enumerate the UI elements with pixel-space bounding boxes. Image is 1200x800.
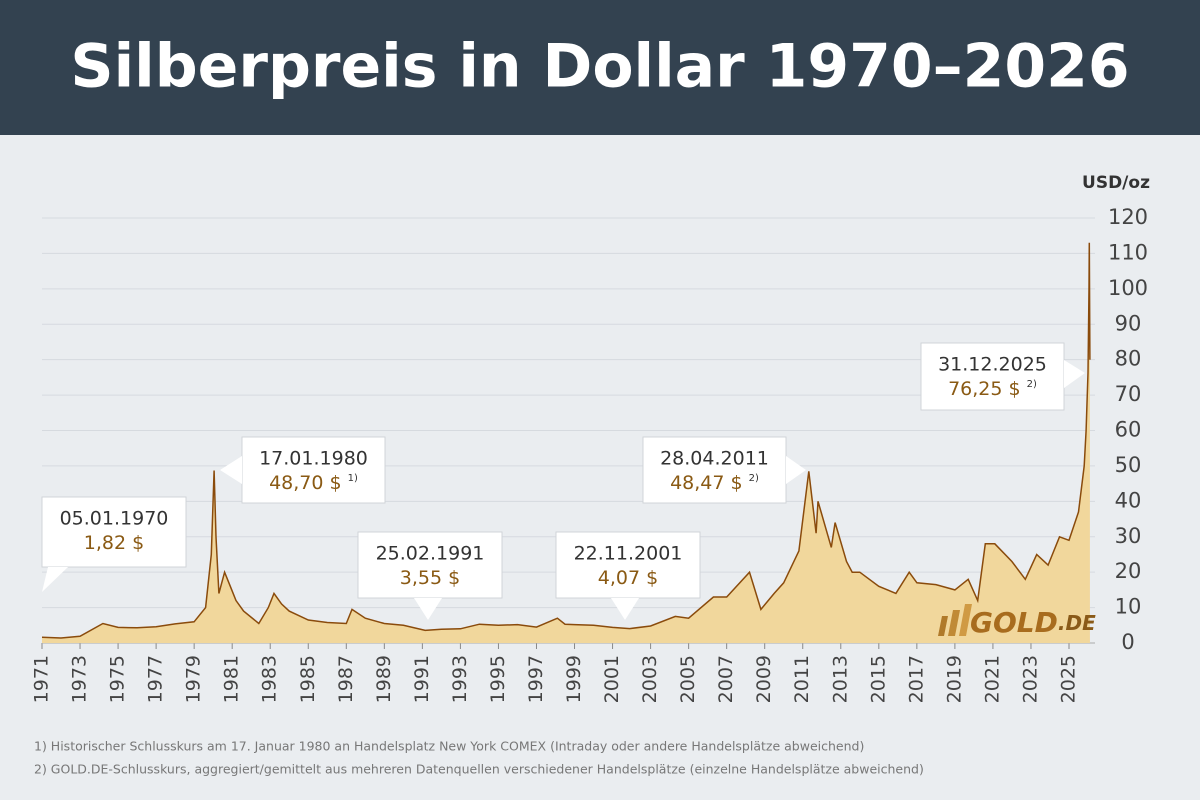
x-tick-label: 1981 [221, 655, 243, 703]
logo: GOLD.DE [938, 604, 1096, 639]
annotation-box [241, 436, 386, 504]
x-tick-label: 2003 [639, 655, 661, 703]
x-tick-label: 2019 [943, 655, 965, 703]
price-line [41, 242, 1091, 639]
x-tick-label: 1977 [145, 655, 167, 703]
annotation-price: 48,70 $ 1) [269, 472, 358, 494]
unit-label: USD/oz [1082, 173, 1150, 193]
y-tick-label: 20 [1115, 559, 1142, 583]
x-tick-label: 2017 [905, 655, 927, 703]
y-tick-label: 40 [1115, 488, 1142, 512]
x-tick-label: 1975 [107, 655, 129, 703]
x-tick-label: 2009 [753, 655, 775, 703]
y-tick-label: 120 [1108, 205, 1148, 229]
y-tick-label: 10 [1115, 595, 1142, 619]
x-tick-label: 2013 [829, 655, 851, 703]
x-tick-label: 1989 [373, 655, 395, 703]
plot: 0 10 20 30 40 50 60 70 80 90 100 110 120 1971 1973 1975… [31, 205, 1149, 703]
annotation-date: 25.02.1991 [376, 543, 485, 565]
annotation-pointer [220, 456, 242, 484]
x-tick-label: 2011 [791, 655, 813, 703]
x-tick-label: 2001 [601, 655, 623, 703]
annotation-price-value: 1,82 $ [84, 532, 144, 554]
x-tick-label: 1995 [487, 655, 509, 703]
annotation-price: 76,25 $ 2) [948, 378, 1037, 400]
annotation-note: 2) [749, 473, 759, 484]
annotation-box [920, 342, 1065, 411]
chart-title: Silberpreis in Dollar 1970–2026 [70, 32, 1129, 102]
x-tick-label: 2015 [867, 655, 889, 703]
annotation-price-value: 48,70 $ [269, 472, 342, 494]
x-tick-label: 1979 [183, 655, 205, 703]
annotation-pointer [414, 598, 442, 620]
y-tick-label: 100 [1108, 276, 1148, 300]
annotation-price: 3,55 $ [400, 567, 460, 589]
annotation-pointer [786, 456, 806, 484]
logo-bar [959, 604, 972, 636]
annotation-box [555, 531, 701, 599]
y-tick-label: 70 [1115, 382, 1142, 406]
logo-bar [948, 610, 960, 636]
y-tick-label: 0 [1121, 630, 1134, 654]
area [42, 242, 1090, 644]
x-tick-label: 1983 [259, 655, 281, 703]
x-tick-label: 1991 [411, 655, 433, 703]
y-tick-label: 50 [1115, 453, 1142, 477]
logo-text: GOLD.DE [970, 606, 1096, 639]
logo-bar [938, 616, 948, 636]
title-bar [0, 0, 1200, 135]
annotation-pointer [1064, 360, 1085, 388]
annotation-note: 1) [348, 473, 358, 484]
annotation-box [357, 531, 503, 599]
annotation-date: 17.01.1980 [259, 448, 368, 470]
x-tick-label: 2021 [981, 655, 1003, 703]
annotation-date: 05.01.1970 [60, 508, 169, 530]
annotation-date: 31.12.2025 [938, 354, 1047, 376]
annotation-box [41, 496, 187, 568]
x-tick-label: 1985 [297, 655, 319, 703]
annotation-date: 22.11.2001 [574, 543, 683, 565]
x-tick-label: 1997 [525, 655, 547, 703]
y-tick-label: 60 [1115, 418, 1142, 442]
annotation-box [642, 436, 787, 504]
x-tick-label: 1993 [449, 655, 471, 703]
x-tick-label: 1999 [563, 655, 585, 703]
annotation-price-value: 48,47 $ [670, 472, 743, 494]
annotation-price-value: 76,25 $ [948, 378, 1021, 400]
x-tick-label: 1971 [31, 655, 53, 703]
annotation-date: 28.04.2011 [660, 448, 769, 470]
y-tick-label: 80 [1115, 347, 1142, 371]
annotation-price: 1,82 $ [84, 532, 144, 554]
annotation-price: 4,07 $ [598, 567, 658, 589]
y-tick-label: 90 [1115, 311, 1142, 335]
x-tick-label: 2023 [1019, 655, 1041, 703]
annotation-note: 2) [1027, 379, 1037, 390]
annotation-price: 48,47 $ 2) [670, 472, 759, 494]
x-tick-label: 1973 [69, 655, 91, 703]
annotation-pointer [42, 567, 68, 592]
x-tick-label: 2025 [1058, 655, 1080, 703]
annotation-price-value: 3,55 $ [400, 567, 460, 589]
footnote: 2) GOLD.DE-Schlusskurs, aggregiert/gemit… [34, 762, 924, 777]
x-tick-label: 2007 [715, 655, 737, 703]
footnote: 1) Historischer Schlusskurs am 17. Janua… [34, 739, 864, 754]
x-tick-label: 1987 [335, 655, 357, 703]
x-tick-label: 2005 [677, 655, 699, 703]
y-tick-label: 110 [1108, 240, 1148, 264]
y-tick-label: 30 [1115, 524, 1142, 548]
annotation-pointer [611, 598, 639, 620]
annotation-price-value: 4,07 $ [598, 567, 658, 589]
